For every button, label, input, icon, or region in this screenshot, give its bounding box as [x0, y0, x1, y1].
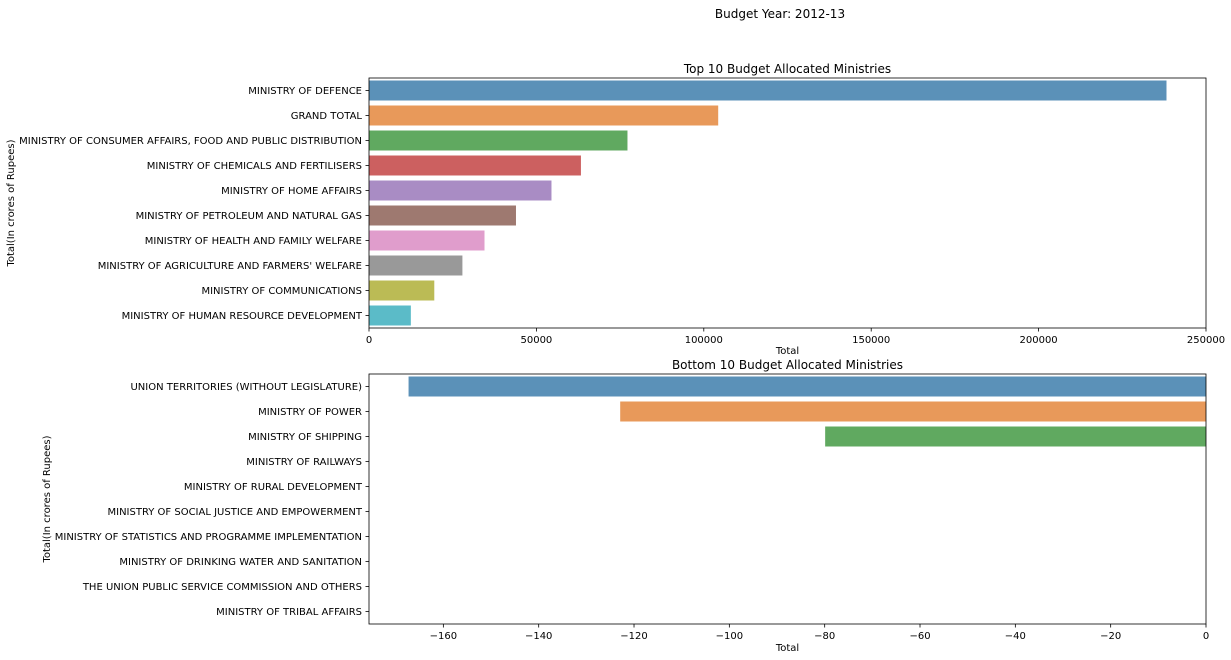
- bottom-category-label-8: MINISTRY OF DRINKING WATER AND SANITATIO…: [119, 557, 362, 568]
- top-bar-2: [369, 105, 719, 126]
- chart-top-ministries: MINISTRY OF DEFENCE GRAND TOTAL MINISTRY O…: [6, 62, 1225, 357]
- top-bar-3: [369, 130, 628, 151]
- bottom-category-label-7: MINISTRY OF STATISTICS AND PROGRAMME IMP…: [55, 532, 362, 543]
- bottom-bar-3: [825, 426, 1206, 447]
- bottom-category-label-3: MINISTRY OF SHIPPING: [248, 432, 362, 443]
- top-xtick-label-5: 200000: [1020, 335, 1058, 346]
- top-bar-4: [369, 155, 581, 176]
- top-xtick-label-4: 150000: [852, 335, 890, 346]
- top-bar-6: [369, 205, 516, 226]
- top-xtick-label-6: 250000: [1187, 335, 1225, 346]
- bottom-category-label-2: MINISTRY OF POWER: [258, 407, 362, 418]
- top-bar-1: [369, 80, 1167, 101]
- top-x-axis-label: Total: [775, 346, 799, 357]
- bottom-category-label-9: THE UNION PUBLIC SERVICE COMMISSION AND …: [82, 582, 362, 593]
- top-category-label-1: MINISTRY OF DEFENCE: [248, 86, 362, 97]
- top-category-label-6: MINISTRY OF PETROLEUM AND NATURAL GAS: [136, 211, 362, 222]
- bottom-xtick-label-1: −160: [430, 631, 457, 642]
- top-y-axis-label: Total(In crores of Rupees): [6, 139, 17, 267]
- chart-bottom-ministries: UNION TERRITORIES (WITHOUT LEGISLATURE) M…: [42, 358, 1209, 654]
- bottom-xtick-label-5: −80: [814, 631, 835, 642]
- bottom-chart-title: Bottom 10 Budget Allocated Ministries: [672, 358, 903, 372]
- bottom-y-axis-label: Total(In crores of Rupees): [42, 435, 53, 563]
- bottom-bar-2: [620, 401, 1206, 422]
- top-xtick-label-1: 0: [366, 335, 372, 346]
- top-category-label-9: MINISTRY OF COMMUNICATIONS: [201, 286, 362, 297]
- figure-title: Budget Year: 2012-13: [715, 7, 845, 21]
- top-axes-frame: [368, 77, 1207, 329]
- top-category-label-4: MINISTRY OF CHEMICALS AND FERTILISERS: [147, 161, 362, 172]
- top-bar-8: [369, 255, 463, 276]
- top-bar-10: [369, 305, 411, 326]
- bottom-xtick-label-7: −40: [1005, 631, 1026, 642]
- top-category-label-5: MINISTRY OF HOME AFFAIRS: [221, 186, 362, 197]
- bottom-xtick-label-8: −20: [1100, 631, 1121, 642]
- top-chart-title: Top 10 Budget Allocated Ministries: [683, 62, 891, 76]
- bottom-x-axis-label: Total: [775, 643, 799, 654]
- top-category-label-8: MINISTRY OF AGRICULTURE AND FARMERS' WEL…: [98, 261, 362, 272]
- top-bar-7: [369, 230, 485, 251]
- top-xtick-label-2: 50000: [520, 335, 552, 346]
- bottom-xtick-label-6: −60: [909, 631, 930, 642]
- bottom-category-label-5: MINISTRY OF RURAL DEVELOPMENT: [184, 482, 363, 493]
- top-xtick-label-3: 100000: [685, 335, 723, 346]
- top-category-label-3: MINISTRY OF CONSUMER AFFAIRS, FOOD AND P…: [19, 136, 362, 147]
- bottom-category-label-1: UNION TERRITORIES (WITHOUT LEGISLATURE): [130, 382, 362, 393]
- bottom-bar-1: [408, 376, 1206, 397]
- bottom-xtick-label-4: −100: [716, 631, 743, 642]
- top-category-label-7: MINISTRY OF HEALTH AND FAMILY WELFARE: [145, 236, 362, 247]
- bottom-xtick-label-3: −120: [620, 631, 647, 642]
- bottom-category-label-6: MINISTRY OF SOCIAL JUSTICE AND EMPOWERME…: [108, 507, 363, 518]
- top-category-label-10: MINISTRY OF HUMAN RESOURCE DEVELOPMENT: [122, 311, 363, 322]
- bottom-category-label-4: MINISTRY OF RAILWAYS: [246, 457, 362, 468]
- top-bar-9: [369, 280, 435, 301]
- bottom-xtick-label-2: −140: [525, 631, 552, 642]
- top-bar-5: [369, 180, 552, 201]
- bottom-xtick-label-9: 0: [1203, 631, 1209, 642]
- bottom-category-label-10: MINISTRY OF TRIBAL AFFAIRS: [216, 607, 362, 618]
- bottom-axes-frame: [368, 373, 1207, 625]
- top-category-label-2: GRAND TOTAL: [291, 111, 363, 122]
